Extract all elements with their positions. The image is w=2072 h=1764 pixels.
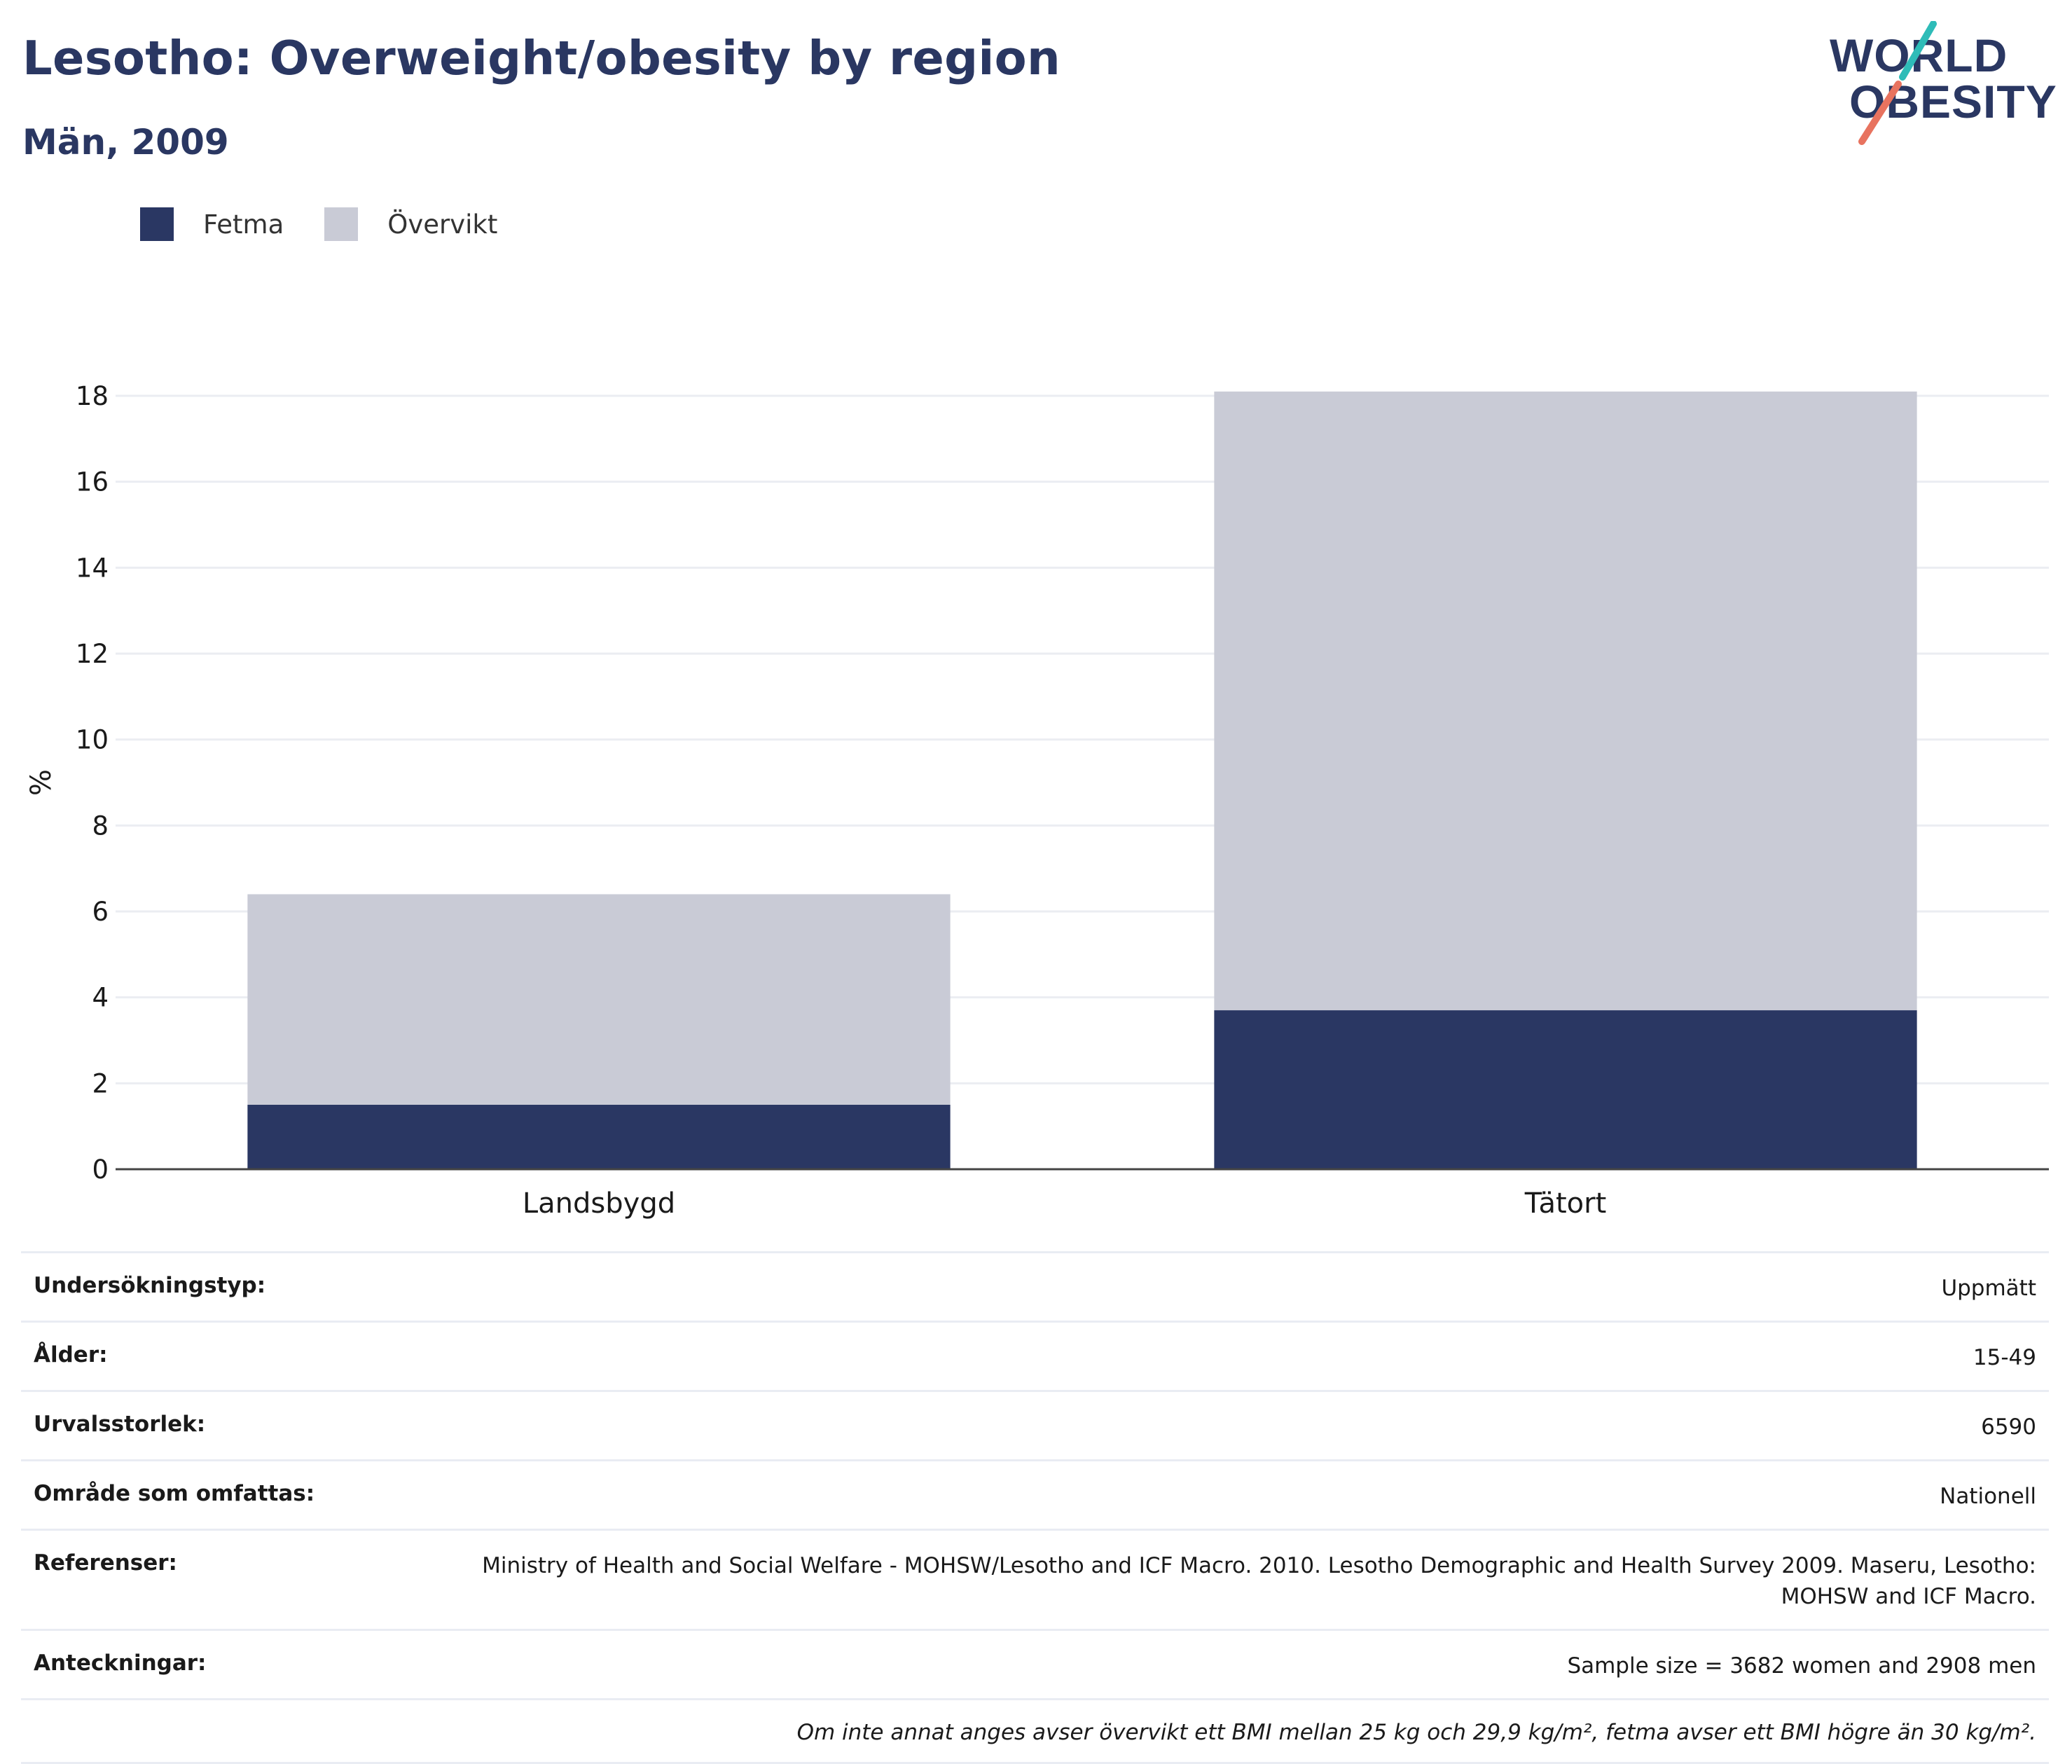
bar-segment [247, 1105, 951, 1169]
meta-value: Nationell [1940, 1484, 2036, 1509]
legend: Fetma Övervikt [140, 207, 538, 241]
bar-segment [247, 894, 951, 1105]
legend-item-fetma[interactable]: Fetma [140, 207, 284, 241]
y-tick-label: 4 [92, 983, 109, 1013]
meta-value: 6590 [1981, 1414, 2036, 1440]
y-tick-label: 8 [92, 811, 109, 841]
meta-row-notes: Anteckningar: Sample size = 3682 women a… [21, 1631, 2049, 1700]
world-obesity-logo: WORLD OBESITY [1830, 21, 2057, 145]
meta-key: Undersökningstyp: [34, 1273, 266, 1298]
y-tick-label: 2 [92, 1068, 109, 1098]
legend-label-fetma: Fetma [203, 209, 284, 240]
x-tick-label: Landsbygd [523, 1187, 675, 1220]
bar-segment [1214, 391, 1917, 1011]
meta-key: Referenser: [34, 1550, 177, 1576]
legend-label-overvikt: Övervikt [387, 209, 498, 240]
legend-item-overvikt[interactable]: Övervikt [324, 207, 497, 241]
metadata-table: Undersökningstyp: Uppmätt Ålder: 15-49 U… [21, 1251, 2049, 1764]
y-tick-label: 0 [92, 1155, 109, 1185]
meta-key: Anteckningar: [34, 1651, 207, 1676]
bar-segment [1214, 1010, 1917, 1169]
chart-subtitle: Män, 2009 [22, 122, 229, 163]
meta-row-age: Ålder: 15-49 [21, 1323, 2049, 1392]
stacked-bar-chart: 0 2 4 6 8 10 12 14 16 18% Landsbygd Tätort [25, 381, 2049, 1220]
meta-row-sample-size: Urvalsstorlek: 6590 [21, 1392, 2049, 1461]
meta-row-coverage: Område som omfattas: Nationell [21, 1461, 2049, 1531]
meta-row-footnote: Om inte annat anges avser övervikt ett B… [21, 1700, 2049, 1764]
meta-key: Område som omfattas: [34, 1481, 315, 1506]
meta-value: Ministry of Health and Social Welfare - … [482, 1553, 2036, 1609]
meta-value: 15-49 [1973, 1345, 2036, 1370]
chart-title: Lesotho: Overweight/obesity by region [22, 31, 1061, 85]
y-axis-label: % [25, 769, 57, 796]
logo-slash-coral [1858, 81, 1902, 145]
x-tick-label: Tätort [1524, 1187, 1607, 1220]
meta-value: Uppmätt [1941, 1276, 2036, 1301]
meta-value: Sample size = 3682 women and 2908 men [1567, 1653, 2036, 1679]
meta-key: Urvalsstorlek: [34, 1412, 206, 1437]
y-tick-label: 14 [76, 553, 109, 583]
y-tick-label: 6 [92, 897, 109, 927]
y-tick-label: 12 [76, 639, 109, 669]
legend-swatch-overvikt [324, 207, 359, 241]
logo-slash-teal [1899, 21, 1937, 81]
legend-swatch-fetma [140, 207, 174, 241]
y-tick-label: 10 [76, 725, 109, 755]
footnote: Om inte annat anges avser övervikt ett B… [796, 1720, 2036, 1745]
meta-row-references: Referenser: Ministry of Health and Socia… [21, 1531, 2049, 1631]
y-tick-label: 18 [76, 381, 109, 411]
meta-row-survey-type: Undersökningstyp: Uppmätt [21, 1253, 2049, 1323]
meta-key: Ålder: [34, 1342, 108, 1367]
y-tick-label: 16 [76, 467, 109, 497]
